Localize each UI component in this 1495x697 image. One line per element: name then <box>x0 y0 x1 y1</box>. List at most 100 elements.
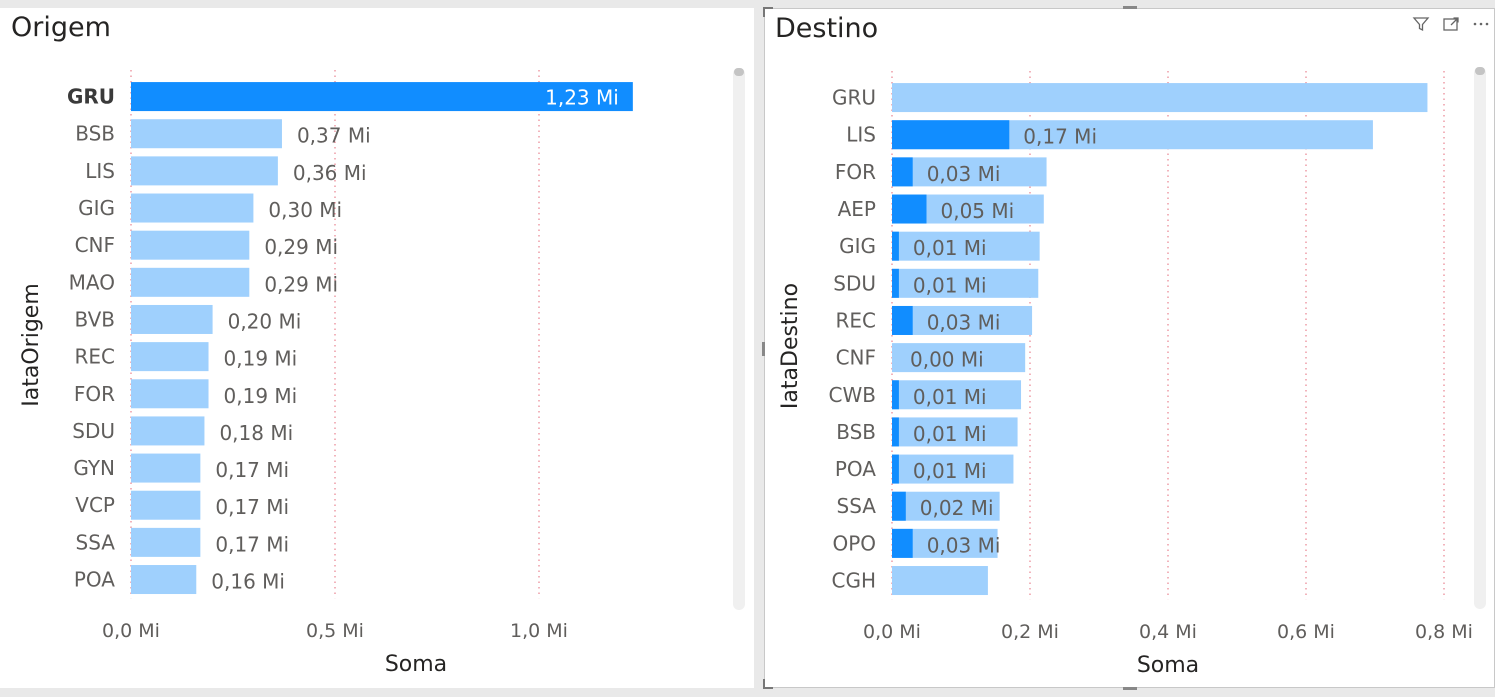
data-label: 0,16 Mi <box>211 570 285 594</box>
data-label: 0,03 Mi <box>927 162 1001 186</box>
vertical-scrollbar[interactable] <box>1474 67 1486 609</box>
y-category-label: FOR <box>74 382 115 406</box>
y-category-label: GRU <box>67 85 115 109</box>
data-label: 0,01 Mi <box>913 385 987 409</box>
data-label: 0,01 Mi <box>913 459 987 483</box>
data-label: 0,36 Mi <box>293 161 367 185</box>
visual-title: Destino <box>775 13 879 44</box>
data-label: 0,18 Mi <box>219 421 293 445</box>
y-category-label: GYN <box>73 456 115 480</box>
x-axis-title: Soma <box>385 652 447 677</box>
data-label: 0,05 Mi <box>941 199 1015 223</box>
origem-visual[interactable]: Origem 0,0 Mi 0,5 Mi 1,0 Mi Soma IataOrigem G… <box>0 8 754 688</box>
data-label: 0,17 Mi <box>215 458 289 482</box>
focus-mode-icon[interactable] <box>1442 15 1460 37</box>
x-tick-label: 1,0 Mi <box>510 620 568 642</box>
highlight-bar <box>892 194 927 224</box>
y-category-label: VCP <box>75 493 115 517</box>
data-label: 1,23 Mi <box>545 86 619 110</box>
bar <box>131 527 201 557</box>
bar <box>892 157 1047 187</box>
bar <box>131 565 197 595</box>
x-tick-label: 0,5 Mi <box>306 620 364 642</box>
data-label: 0,29 Mi <box>264 272 338 296</box>
destino-visual[interactable]: Destino 0,0 Mi 0,2 Mi 0,4 Mi 0,6 Mi 0,8 Mi So… <box>762 6 1495 690</box>
y-category-label: MAO <box>69 270 115 294</box>
y-category-label: GIG <box>78 196 115 220</box>
bar <box>131 82 633 112</box>
y-category-label: SSA <box>837 494 877 518</box>
data-label: 0,03 Mi <box>927 310 1001 334</box>
more-options-icon[interactable] <box>1472 15 1490 37</box>
y-category-label: REC <box>836 308 877 332</box>
resize-handle-top[interactable] <box>1123 6 1137 9</box>
data-label: 0,37 Mi <box>297 124 371 148</box>
data-label: 0,20 Mi <box>228 309 302 333</box>
bar <box>892 231 1040 261</box>
highlight-bar <box>892 528 913 558</box>
highlight-bar <box>892 268 899 298</box>
vertical-scrollbar[interactable] <box>733 68 745 610</box>
data-label: 0,03 Mi <box>927 533 1001 557</box>
data-label: 0,19 Mi <box>224 347 298 371</box>
y-category-label: GRU <box>832 86 876 110</box>
highlight-bar <box>892 305 913 335</box>
bar <box>131 342 209 372</box>
y-category-label: BSB <box>75 122 115 146</box>
resize-handle-bottom[interactable] <box>1123 687 1137 690</box>
x-axis-title: Soma <box>1137 653 1199 678</box>
data-label: 0,29 Mi <box>264 235 338 259</box>
visual-header-icons <box>1412 15 1490 37</box>
data-label: 0,17 Mi <box>215 532 289 556</box>
selection-corner-bottom-left <box>763 679 773 689</box>
bar <box>131 156 278 186</box>
x-tick-label: 0,0 Mi <box>863 621 921 643</box>
bar <box>131 416 205 446</box>
data-label: 0,30 Mi <box>268 198 342 222</box>
y-category-label: OPO <box>832 531 876 555</box>
resize-handle-left[interactable] <box>762 342 765 356</box>
bar <box>892 566 988 596</box>
selection-corner-top-left <box>763 7 773 17</box>
destino-bar-chart[interactable]: 0,0 Mi 0,2 Mi 0,4 Mi 0,6 Mi 0,8 Mi Soma IataDe… <box>765 9 1494 687</box>
y-category-label: REC <box>75 345 116 369</box>
visual-title: Origem <box>11 12 111 43</box>
origem-bar-chart[interactable]: 0,0 Mi 0,5 Mi 1,0 Mi Soma IataOrigem GRU 1,23 … <box>0 8 754 688</box>
data-label: 0,02 Mi <box>920 496 994 520</box>
y-category-label: SSA <box>76 530 116 554</box>
x-tick-label: 0,2 Mi <box>1001 621 1059 643</box>
bar <box>892 343 1026 373</box>
data-label: 0,01 Mi <box>913 273 987 297</box>
bar <box>131 453 201 483</box>
y-category-label: POA <box>835 457 876 481</box>
bar <box>892 305 1033 335</box>
highlight-bar <box>892 120 1010 150</box>
highlight-bar <box>892 380 899 410</box>
bar <box>131 490 201 520</box>
y-category-label: FOR <box>835 160 876 184</box>
bar <box>131 193 254 223</box>
highlight-bar <box>892 491 906 521</box>
y-category-label: CNF <box>836 346 876 370</box>
bar <box>131 304 213 334</box>
highlight-bar <box>892 157 913 187</box>
y-category-label: SDU <box>72 419 115 443</box>
filter-icon[interactable] <box>1412 15 1430 37</box>
highlight-bar <box>892 417 899 447</box>
data-label: 0,19 Mi <box>224 384 298 408</box>
bar <box>131 119 282 149</box>
y-category-label: CGH <box>831 569 876 593</box>
y-category-label: LIS <box>846 123 876 147</box>
bar <box>892 83 1428 113</box>
x-tick-label: 0,0 Mi <box>102 620 160 642</box>
scrollbar-thumb[interactable] <box>734 68 744 76</box>
data-label: 0,01 Mi <box>913 236 987 260</box>
bar <box>131 267 250 297</box>
data-label: 0,17 Mi <box>215 495 289 519</box>
y-category-label: SDU <box>833 271 876 295</box>
scrollbar-thumb[interactable] <box>1475 67 1485 75</box>
y-category-label: CWB <box>829 383 876 407</box>
x-tick-label: 0,4 Mi <box>1139 621 1197 643</box>
y-category-label: AEP <box>838 197 876 221</box>
highlight-bar <box>892 454 899 484</box>
